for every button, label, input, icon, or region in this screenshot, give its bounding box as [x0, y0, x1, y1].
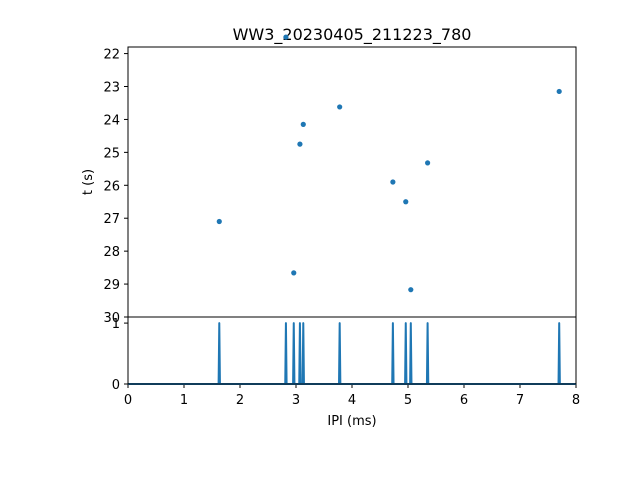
scatter-point — [556, 88, 562, 95]
scatter-point — [425, 160, 431, 166]
scatter-points — [216, 34, 562, 293]
spike-y-tick-label: 0 — [112, 378, 120, 393]
scatter-point — [300, 121, 306, 127]
y-tick-label: 23 — [103, 81, 120, 96]
y-axis-label: t (s) — [81, 169, 96, 195]
y-tick-label: 29 — [103, 278, 120, 293]
x-tick-label: 2 — [236, 393, 244, 408]
x-tick-label: 4 — [348, 393, 356, 408]
spike-panel: 0 1 2 3 4 5 6 7 8 0 1 IPI (ms) — [112, 316, 580, 429]
spike-axis-ticks: 0 1 2 3 4 5 6 7 8 0 1 — [112, 317, 580, 408]
spike-plot-frame — [127, 316, 577, 385]
x-tick-label: 6 — [460, 393, 468, 408]
y-tick-label: 24 — [103, 113, 120, 128]
scatter-point — [408, 287, 414, 293]
scatter-point — [283, 34, 289, 40]
spike-y-tick-label: 1 — [112, 317, 120, 332]
y-tick-label: 27 — [103, 212, 120, 227]
scatter-point — [216, 218, 222, 225]
y-axis-ticks: 22 23 24 25 26 27 28 29 30 — [103, 48, 128, 326]
scatter-point — [297, 141, 303, 147]
spike-train-line — [128, 322, 576, 385]
x-tick-label: 3 — [292, 393, 300, 408]
chart-title: WW3_20230405_211223_780 — [233, 25, 472, 45]
x-tick-label: 0 — [124, 393, 132, 408]
x-tick-label: 5 — [404, 393, 412, 408]
x-tick-label: 7 — [516, 393, 524, 408]
scatter-point — [403, 199, 409, 205]
scatter-point — [291, 270, 297, 276]
y-tick-label: 25 — [103, 146, 120, 161]
y-tick-label: 26 — [103, 179, 120, 194]
x-tick-label: 1 — [180, 393, 188, 408]
scatter-point — [390, 179, 396, 185]
x-axis-label: IPI (ms) — [327, 414, 376, 429]
scatter-point — [337, 104, 343, 110]
x-tick-label: 8 — [572, 393, 580, 408]
y-tick-label: 30 — [103, 311, 120, 326]
y-tick-label: 28 — [103, 245, 120, 260]
y-tick-label: 22 — [103, 48, 120, 63]
